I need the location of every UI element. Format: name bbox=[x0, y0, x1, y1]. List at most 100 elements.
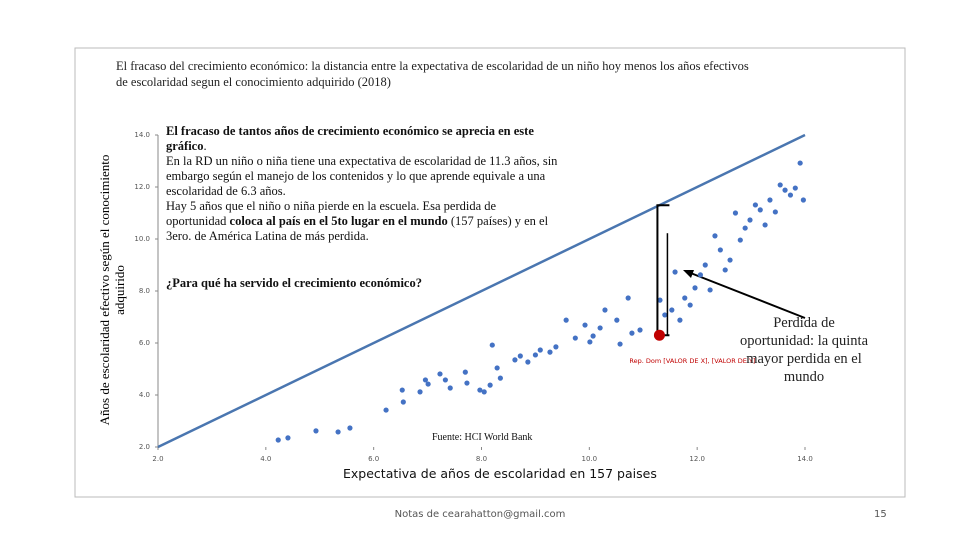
scatter-point bbox=[582, 322, 588, 328]
question: ¿Para qué ha servido el crecimiento econ… bbox=[166, 276, 422, 290]
scatter-point bbox=[563, 317, 569, 323]
scatter-point bbox=[617, 341, 623, 347]
annotation-text: En la RD un niño o niña tiene una expect… bbox=[166, 154, 558, 198]
scatter-point bbox=[732, 210, 739, 216]
source: Fuente: HCI World Bank bbox=[432, 432, 533, 443]
callout: Perdida de oportunidad: la quinta mayor … bbox=[739, 315, 869, 385]
scatter-point bbox=[772, 209, 778, 215]
scatter-point bbox=[682, 295, 688, 301]
x-tick-label: 14.0 bbox=[797, 455, 813, 463]
scatter-point bbox=[792, 185, 798, 191]
scatter-point bbox=[447, 385, 453, 391]
scatter-point bbox=[707, 287, 713, 293]
x-tick-label: 12.0 bbox=[689, 455, 705, 463]
callout-arrow bbox=[687, 271, 806, 319]
scatter-point bbox=[762, 222, 768, 228]
scatter-point bbox=[687, 302, 693, 308]
chart-title: El fracaso del crecimiento económico: la… bbox=[116, 59, 749, 89]
scatter-point bbox=[487, 382, 493, 388]
scatter-point bbox=[313, 428, 319, 434]
scatter-point bbox=[767, 197, 773, 203]
scatter-point bbox=[717, 247, 723, 253]
scatter-point bbox=[417, 389, 423, 395]
scatter-point bbox=[697, 272, 704, 278]
scatter-point bbox=[425, 381, 431, 387]
scatter-point bbox=[800, 197, 806, 203]
footer-note: Notas de cearahatton@gmail.com bbox=[394, 509, 566, 520]
scatter-point bbox=[497, 375, 503, 381]
scatter-point bbox=[481, 389, 487, 395]
x-tick-label: 2.0 bbox=[152, 455, 163, 463]
highlight-label: Rep. Dom [VALOR DE X], [VALOR DE Y] bbox=[629, 357, 755, 365]
scatter-point bbox=[335, 429, 341, 435]
x-tick-label: 10.0 bbox=[582, 455, 598, 463]
annotation-text: El fracaso de tantos años de crecimiento… bbox=[166, 124, 534, 153]
scatter-point bbox=[462, 369, 468, 375]
x-axis-label: Expectativa de años de escolaridad en 15… bbox=[343, 466, 657, 481]
scatter-point bbox=[512, 357, 518, 363]
reference-line bbox=[157, 133, 806, 449]
scatter-point bbox=[525, 359, 531, 365]
scatter-point bbox=[442, 377, 448, 383]
scatter-point bbox=[494, 365, 500, 371]
scatter-point bbox=[517, 353, 523, 359]
scatter-point bbox=[672, 269, 678, 275]
annotation-text: coloca al país en el 5to lugar en el mun… bbox=[229, 214, 448, 228]
scatter-point bbox=[553, 344, 559, 350]
x-tick-label: 8.0 bbox=[476, 455, 487, 463]
scatter-point bbox=[702, 262, 708, 268]
scatter-point bbox=[797, 160, 803, 166]
scatter-point bbox=[347, 425, 353, 431]
annotation-text: (157 países) y en el 3ero. de América La… bbox=[166, 214, 549, 243]
y-tick-label: 2.0 bbox=[139, 443, 150, 451]
scatter-point bbox=[752, 202, 758, 208]
y-tick-label: 8.0 bbox=[139, 287, 150, 295]
scatter-point bbox=[722, 267, 728, 273]
y-tick-label: 4.0 bbox=[139, 391, 150, 399]
scatter-point bbox=[742, 225, 748, 231]
annotation-text: Hay 5 años que el niño o niña pierde en … bbox=[166, 199, 497, 228]
y-axis-label: Años de escolaridad efectivo según el co… bbox=[97, 154, 127, 426]
scatter-point bbox=[489, 342, 495, 348]
scatter-point bbox=[629, 330, 635, 336]
scatter-point bbox=[572, 335, 578, 341]
scatter-point bbox=[669, 307, 675, 313]
y-tick-label: 6.0 bbox=[139, 339, 150, 347]
page-number: 15 bbox=[874, 509, 887, 520]
scatter-point bbox=[437, 371, 443, 377]
scatter-point bbox=[464, 380, 470, 386]
callout-arrow-head bbox=[683, 270, 694, 278]
scatter-point bbox=[782, 187, 788, 193]
scatter-point bbox=[399, 387, 405, 393]
scatter-point bbox=[477, 387, 483, 393]
x-tick-label: 6.0 bbox=[368, 455, 379, 463]
highlight-point bbox=[653, 329, 665, 341]
scatter-point bbox=[537, 347, 543, 353]
scatter-point bbox=[637, 327, 643, 333]
scatter-point bbox=[727, 257, 733, 263]
scatter-point bbox=[677, 317, 683, 323]
scatter-point bbox=[400, 399, 406, 405]
scatter-point bbox=[587, 339, 593, 345]
y-tick-label: 10.0 bbox=[134, 235, 150, 243]
scatter-point bbox=[712, 233, 718, 239]
scatter-point bbox=[757, 207, 763, 213]
scatter-point bbox=[590, 333, 596, 339]
scatter-point bbox=[614, 317, 620, 323]
x-tick-label: 4.0 bbox=[260, 455, 271, 463]
y-tick-label: 14.0 bbox=[134, 131, 150, 139]
scatter-point bbox=[692, 285, 698, 291]
scatter-point bbox=[602, 307, 608, 313]
scatter-point bbox=[777, 182, 783, 188]
scatter-point bbox=[547, 349, 553, 355]
scatter-point bbox=[662, 312, 668, 318]
annotation: El fracaso de tantos años de crecimiento… bbox=[166, 124, 558, 244]
scatter-point bbox=[285, 435, 291, 441]
annotation-text: . bbox=[203, 139, 207, 153]
y-tick-label: 12.0 bbox=[134, 183, 150, 191]
scatter-point bbox=[625, 295, 631, 301]
scatter-point bbox=[422, 377, 429, 383]
scatter-point bbox=[657, 297, 663, 303]
scatter-point bbox=[737, 237, 743, 243]
